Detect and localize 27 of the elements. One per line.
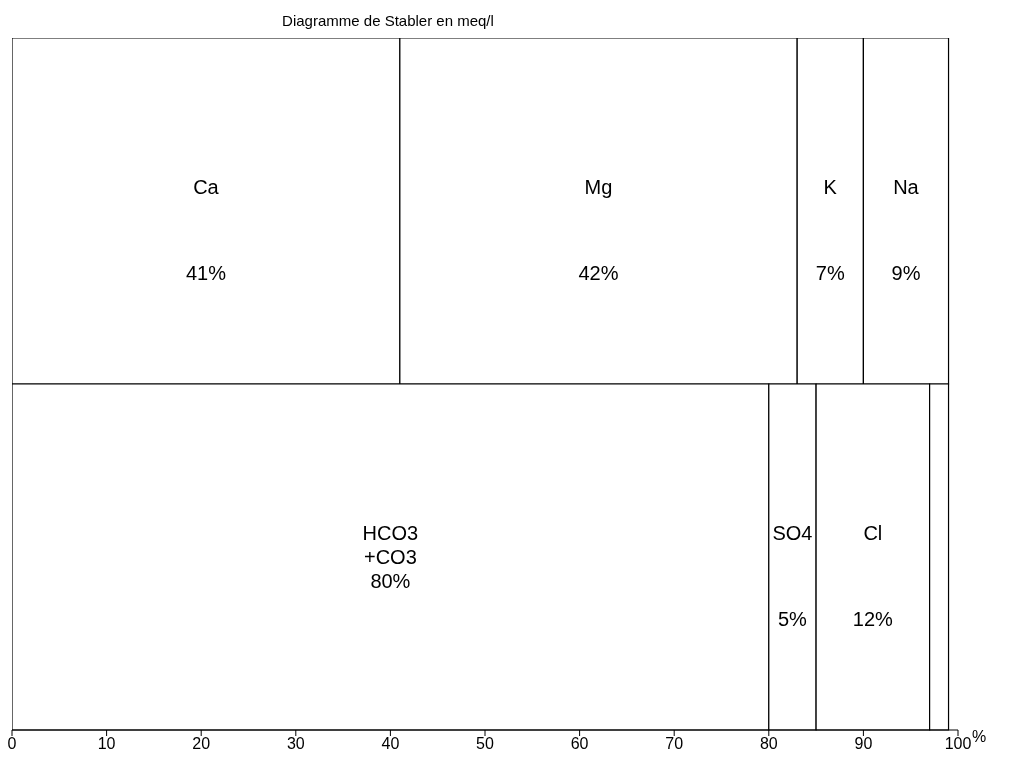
x-tick-label: 100 xyxy=(944,735,972,753)
x-tick-label: 70 xyxy=(665,735,684,753)
x-tick-label: 60 xyxy=(570,735,589,753)
series-label: HCO3 +CO3 xyxy=(362,521,419,568)
data-label: 7% xyxy=(815,262,845,285)
x-tick-label: 80 xyxy=(759,735,778,753)
data-label: 80% xyxy=(370,569,411,592)
x-tick-label: 10 xyxy=(97,735,116,753)
series-label: Mg xyxy=(584,175,613,198)
x-tick-label: 20 xyxy=(192,735,211,753)
data-label: 9% xyxy=(891,262,921,285)
series-label: SO4 xyxy=(772,521,813,544)
series-label: Cl xyxy=(863,521,883,544)
x-axis-title: % xyxy=(972,727,987,745)
x-tick-label: 50 xyxy=(476,735,494,753)
data-label: 41% xyxy=(185,262,227,285)
x-tick-label: 40 xyxy=(381,735,400,753)
series-label: Ca xyxy=(193,175,220,198)
x-tick-label: 30 xyxy=(286,735,305,753)
series-label: Na xyxy=(893,175,920,198)
series-label: K xyxy=(823,175,838,198)
data-label: 12% xyxy=(852,608,894,631)
x-tick-label: 0 xyxy=(7,735,17,753)
data-label: 5% xyxy=(778,608,808,631)
chart-title: Diagramme de Stabler en meq/l xyxy=(281,11,495,31)
data-label: 42% xyxy=(578,262,619,285)
x-tick-label: 90 xyxy=(854,735,873,753)
